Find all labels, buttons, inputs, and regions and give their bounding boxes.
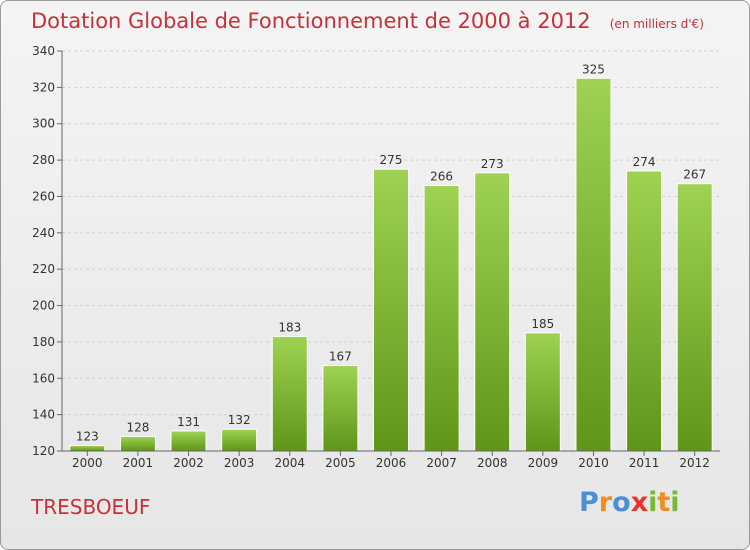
y-tick-label: 340 (32, 44, 55, 58)
bar (423, 185, 460, 452)
x-tick-label: 2004 (274, 456, 305, 470)
logo-letter: P (579, 487, 599, 518)
bar (221, 428, 258, 452)
bar (474, 172, 511, 452)
data-label: 185 (531, 317, 554, 331)
data-label: 128 (126, 420, 149, 434)
x-tick-label: 2006 (376, 456, 407, 470)
x-tick-label: 2005 (325, 456, 356, 470)
y-tick-label: 200 (32, 299, 55, 313)
x-tick-label: 2009 (528, 456, 559, 470)
bar (575, 77, 612, 452)
bar (524, 332, 561, 452)
logo-letter: o (612, 487, 631, 518)
axes: 120 140 160 180 200 220 240 260 280 300 320 340 2000… (32, 44, 720, 470)
labels: 123 128 131 132 183 167 275 266 273 185 325 274 267 (76, 62, 706, 443)
x-tick-label: 2002 (173, 456, 204, 470)
bar (119, 435, 156, 452)
x-tick-label: 2000 (72, 456, 103, 470)
x-tick-label: 2007 (426, 456, 457, 470)
bars (69, 77, 713, 452)
data-label: 267 (683, 168, 706, 182)
commune-name: TRESBOEUF (31, 495, 151, 519)
data-label: 183 (278, 320, 301, 334)
y-tick-label: 120 (32, 444, 55, 458)
logo-letter: t (657, 487, 671, 518)
bar (626, 170, 663, 452)
logo-letter: r (598, 487, 613, 518)
x-tick-label: 2012 (679, 456, 710, 470)
y-tick-label: 160 (32, 371, 55, 385)
data-label: 132 (228, 413, 251, 427)
bar (676, 183, 713, 452)
bar (322, 365, 359, 452)
chart-title: Dotation Globale de Fonctionnement de 20… (31, 9, 704, 33)
data-label: 274 (633, 155, 656, 169)
x-tick-label: 2010 (578, 456, 609, 470)
data-label: 131 (177, 415, 200, 429)
x-tick-label: 2001 (123, 456, 154, 470)
y-tick-label: 320 (32, 80, 55, 94)
y-tick-label: 260 (32, 189, 55, 203)
logo-letter: i (648, 487, 658, 518)
bar (373, 168, 409, 452)
bar (170, 430, 207, 452)
data-label: 273 (481, 157, 504, 171)
bar (69, 445, 106, 452)
bar (271, 335, 308, 452)
y-tick-label: 300 (32, 117, 55, 131)
y-tick-label: 240 (32, 226, 55, 240)
y-tick-label: 280 (32, 153, 55, 167)
data-label: 325 (582, 62, 605, 76)
x-tick-label: 2003 (224, 456, 255, 470)
data-label: 167 (329, 350, 352, 364)
y-tick-label: 220 (32, 262, 55, 276)
data-label: 266 (430, 170, 453, 184)
y-tick-label: 180 (32, 335, 55, 349)
title-text: Dotation Globale de Fonctionnement de 20… (31, 9, 591, 33)
unit-note: (en milliers d'€) (609, 17, 704, 31)
x-tick-label: 2011 (629, 456, 660, 470)
data-label: 275 (380, 153, 403, 167)
x-tick-label: 2008 (477, 456, 508, 470)
proxiti-logo: Proxiti (579, 487, 680, 518)
y-tick-label: 140 (32, 408, 55, 422)
logo-letter: i (670, 487, 680, 518)
logo-letter: x (630, 487, 649, 518)
data-label: 123 (76, 430, 99, 444)
